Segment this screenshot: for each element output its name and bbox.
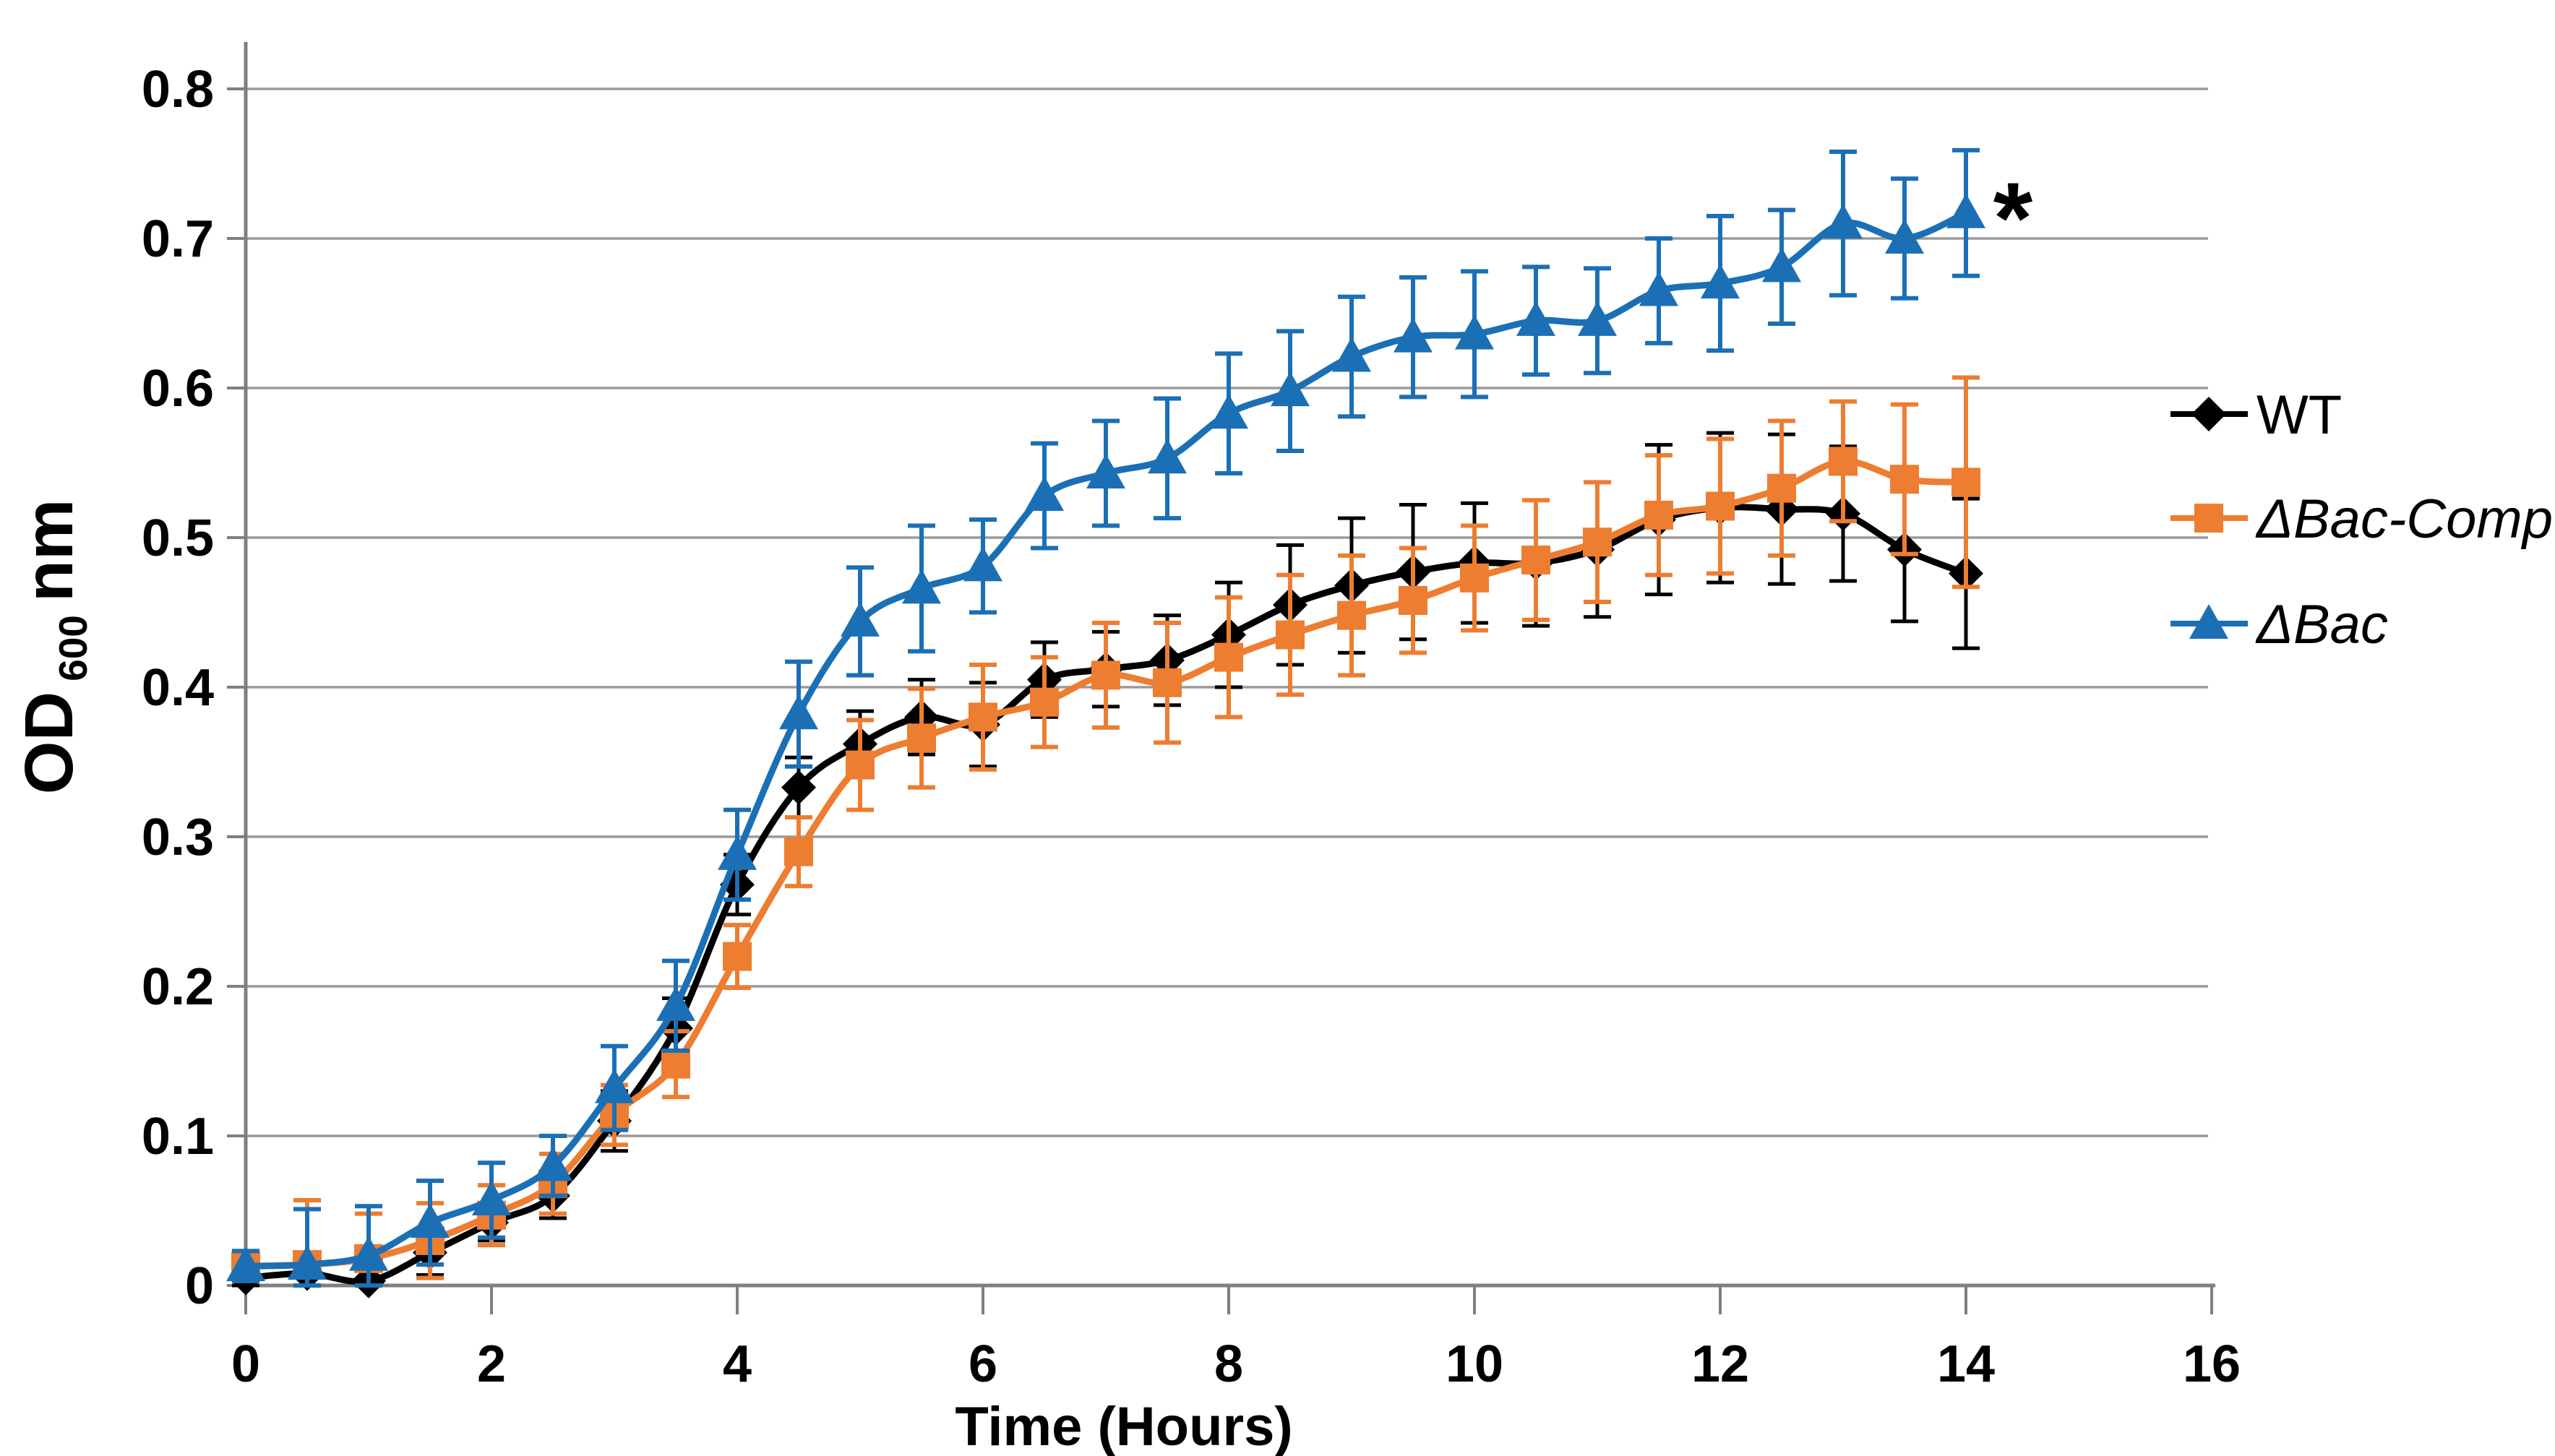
- data-point-marker-square: [1890, 465, 1919, 494]
- data-point-marker-triangle: [656, 986, 695, 1021]
- data-point-marker-square: [1644, 500, 1673, 530]
- x-axis-tick-label: 0: [231, 1335, 260, 1393]
- data-point-marker-square: [661, 1049, 690, 1079]
- y-axis-tick-label: 0.5: [142, 509, 214, 567]
- y-axis-tick-label: 0.3: [142, 809, 214, 866]
- data-point-marker-triangle: [1394, 317, 1433, 353]
- data-point-marker-triangle: [1209, 394, 1248, 429]
- y-axis-title: OD 600 nm: [11, 499, 95, 795]
- legend-marker-diamond: [2191, 397, 2226, 431]
- data-point-marker-triangle: [841, 601, 880, 637]
- error-bars: [232, 431, 1980, 1288]
- y-axis-tick-label: 0.7: [142, 210, 214, 268]
- data-point-marker-triangle: [349, 1236, 388, 1271]
- data-point-marker-square: [1460, 563, 1489, 593]
- error-bars: [232, 147, 1980, 1288]
- data-point-marker-square: [846, 750, 875, 780]
- data-point-marker-triangle: [595, 1068, 634, 1103]
- x-axis-tick-label: 2: [477, 1335, 506, 1393]
- data-point-marker-triangle: [1086, 453, 1125, 488]
- data-point-marker-square: [1399, 585, 1427, 615]
- data-point-marker-triangle: [1885, 219, 1924, 254]
- y-axis-tick-label: 0.1: [142, 1108, 214, 1166]
- axes: [227, 42, 2215, 1314]
- data-point-marker-triangle: [1639, 271, 1678, 306]
- data-point-marker-triangle: [472, 1181, 511, 1216]
- legend: WT ΔBac-Comp ΔBac: [2170, 384, 2553, 655]
- data-point-marker-diamond: [781, 770, 816, 805]
- data-point-marker-triangle: [1578, 301, 1617, 336]
- legend-item-bac: ΔBac: [2170, 594, 2388, 655]
- data-point-marker-triangle: [902, 569, 941, 604]
- data-point-marker-triangle: [1701, 264, 1740, 299]
- y-axis-tick-label: 0: [185, 1257, 214, 1315]
- data-point-marker-square: [1829, 447, 1858, 476]
- data-point-marker-square: [1153, 668, 1182, 697]
- y-axis-tick-label: 0.6: [142, 360, 214, 418]
- legend-label: WT: [2256, 384, 2342, 446]
- data-point-marker-triangle: [779, 694, 818, 730]
- data-point-marker-square: [723, 942, 752, 971]
- significance-asterisk: *: [1993, 161, 2033, 275]
- data-point-marker-square: [1521, 546, 1550, 575]
- data-point-marker-triangle: [718, 835, 757, 870]
- data-point-marker-square: [1767, 473, 1796, 503]
- x-axis-tick-label: 6: [969, 1335, 997, 1393]
- data-point-marker-triangle: [963, 546, 1002, 582]
- tick-labels: 0 0.1 0.2 0.3 0.4 0.5 0.6 0.7 0.8 0 2 4 6 8 10 12 14 16: [142, 61, 2241, 1393]
- y-axis-title-unit: nm: [11, 499, 87, 603]
- data-point-marker-triangle: [1824, 204, 1863, 239]
- data-point-marker-triangle: [1332, 337, 1371, 372]
- data-point-marker-square: [1337, 600, 1366, 630]
- data-point-marker-square: [969, 702, 997, 732]
- data-point-marker-triangle: [288, 1245, 327, 1280]
- data-point-marker-triangle: [411, 1203, 450, 1239]
- data-point-marker-square: [1706, 491, 1735, 521]
- data-point-marker-triangle: [1762, 247, 1801, 283]
- data-point-marker-triangle: [533, 1146, 572, 1181]
- data-point-marker-triangle: [1516, 301, 1555, 336]
- data-point-marker-triangle: [1946, 193, 1985, 228]
- series-bac: [226, 147, 1985, 1288]
- y-axis-title-subscript: 600: [51, 615, 95, 681]
- y-axis-tick-label: 0.4: [142, 659, 214, 717]
- data-point-marker-square: [1583, 527, 1612, 557]
- legend-marker-square: [2194, 504, 2223, 533]
- x-axis-tick-label: 8: [1214, 1335, 1243, 1393]
- data-point-marker-triangle: [1025, 476, 1064, 512]
- legend-item-wt: WT: [2170, 384, 2342, 446]
- x-axis-title: Time (Hours): [955, 1396, 1292, 1456]
- data-point-marker-square: [907, 723, 936, 753]
- data-point-marker-triangle: [1455, 314, 1494, 350]
- data-point-marker-square: [1030, 687, 1059, 717]
- data-point-marker-triangle: [1148, 439, 1187, 474]
- legend-item-bac-comp: ΔBac-Comp: [2170, 488, 2553, 550]
- x-axis-tick-label: 4: [723, 1335, 752, 1393]
- data-point-marker-square: [1214, 642, 1243, 672]
- legend-label: ΔBac-Comp: [2255, 488, 2553, 550]
- x-axis-tick-label: 14: [1937, 1335, 1995, 1393]
- data-point-marker-triangle: [226, 1246, 265, 1282]
- data-point-marker-triangle: [1271, 371, 1310, 407]
- x-axis-tick-label: 16: [2183, 1335, 2241, 1393]
- x-axis-tick-label: 12: [1691, 1335, 1749, 1393]
- data-point-marker-square: [784, 837, 813, 866]
- data-point-marker-square: [1091, 660, 1120, 690]
- y-axis-tick-label: 0.8: [142, 61, 214, 119]
- data-point-marker-square: [1951, 468, 1980, 497]
- x-axis-tick-label: 10: [1446, 1335, 1503, 1393]
- legend-marker-triangle: [2189, 604, 2228, 639]
- legend-label: ΔBac: [2255, 594, 2388, 655]
- data-point-marker-square: [1276, 620, 1305, 650]
- series-line: [242, 210, 1970, 1270]
- y-axis-title-main: OD: [11, 692, 87, 795]
- y-axis-tick-label: 0.2: [142, 958, 214, 1016]
